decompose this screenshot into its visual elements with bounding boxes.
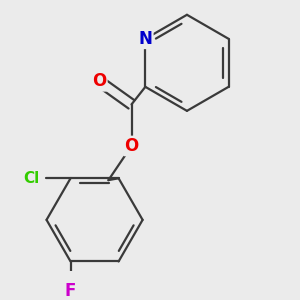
Text: Cl: Cl xyxy=(24,171,40,186)
Text: N: N xyxy=(138,30,152,48)
Text: O: O xyxy=(92,72,106,90)
Text: O: O xyxy=(124,137,139,155)
Text: F: F xyxy=(65,282,76,300)
